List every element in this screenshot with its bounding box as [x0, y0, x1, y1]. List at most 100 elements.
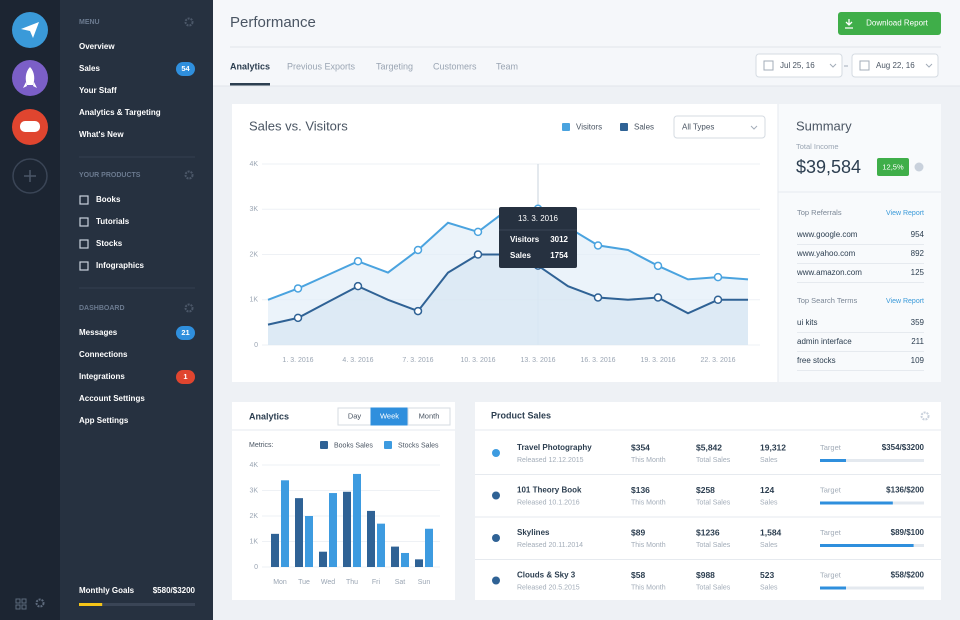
nav-item[interactable]: Tutorials [96, 217, 130, 226]
list-value: 892 [911, 249, 925, 258]
view-report-link[interactable]: View Report [886, 210, 924, 217]
x-tick-label: 19. 3. 2016 [640, 357, 675, 364]
tab[interactable]: Team [496, 61, 518, 71]
y-tick-label: 2K [249, 251, 258, 258]
nav-item[interactable]: Connections [79, 350, 128, 359]
product-price-label: This Month [631, 542, 666, 549]
nav-item[interactable]: What's New [79, 130, 124, 139]
product-sales-panel [475, 402, 941, 600]
nav-item[interactable]: Sales [79, 64, 100, 73]
grid-icon [21, 604, 27, 610]
app-icon-add[interactable] [12, 158, 48, 194]
point-marker [353, 257, 363, 266]
tab[interactable]: Customers [433, 61, 477, 71]
gear-icon[interactable] [184, 17, 194, 27]
product-price-label: This Month [631, 584, 666, 591]
product-name[interactable]: Clouds & Sky 3 [517, 571, 576, 580]
product-sales-label: Sales [760, 584, 778, 591]
period-toggle[interactable] [407, 407, 451, 426]
date-picker[interactable] [851, 53, 939, 78]
bar [377, 523, 385, 567]
target-label: Target [820, 570, 842, 579]
period-toggle-text: Day [348, 411, 362, 420]
list-name: ui kits [797, 318, 817, 327]
list-name: www.amazon.com [796, 268, 862, 277]
nav-item[interactable]: Stocks [96, 239, 123, 248]
product-released: Released 20.11.2014 [517, 542, 583, 549]
list-value: 211 [911, 337, 924, 346]
product-released: Released 20.5.2015 [517, 584, 580, 591]
nav-item[interactable]: Integrations [79, 372, 125, 381]
x-tick-label: 4. 3. 2016 [342, 357, 373, 364]
point-marker [293, 313, 303, 323]
product-price: $58 [631, 570, 645, 580]
x-tick-label: Thu [346, 579, 358, 586]
download-button[interactable] [838, 12, 941, 35]
section-title: YOUR PRODUCTS [79, 172, 141, 179]
tab[interactable]: Analytics [230, 61, 270, 71]
point-marker [653, 293, 663, 302]
product-price: $89 [631, 527, 645, 537]
tab[interactable]: Previous Exports [287, 61, 356, 71]
nav-item[interactable]: Your Staff [79, 86, 117, 95]
section-title: DASHBOARD [79, 305, 125, 312]
calendar-icon [859, 60, 870, 71]
product-name[interactable]: 101 Theory Book [517, 486, 582, 495]
y-tick-label: 3K [249, 206, 258, 213]
view-report-link[interactable]: View Report [886, 298, 924, 305]
point-marker [473, 227, 483, 237]
sidebar [60, 0, 213, 620]
row-bullet [492, 449, 500, 457]
nav-badge [176, 62, 195, 76]
target-value: $58/$200 [891, 571, 925, 580]
nav-item[interactable]: Messages [79, 328, 118, 337]
nav-badge-text: 21 [181, 328, 189, 337]
gear-icon[interactable] [35, 598, 45, 608]
bar [401, 552, 409, 567]
progress-bar [820, 459, 846, 462]
game-glyph [20, 121, 40, 132]
row-bullet [492, 491, 500, 500]
legend-label: Books Sales [334, 442, 373, 449]
product-name[interactable]: Travel Photography [517, 443, 592, 452]
y-tick-label: 0 [254, 564, 258, 571]
product-sales: 19,312 [760, 442, 786, 452]
product-price-label: This Month [631, 499, 666, 506]
icon-rail [0, 0, 60, 620]
target-value: $354/$3200 [882, 443, 925, 452]
progress-track [820, 459, 924, 462]
product-name[interactable]: Skylines [517, 528, 550, 537]
bar [391, 546, 399, 567]
gear-icon[interactable] [184, 303, 194, 313]
chevron [829, 63, 837, 68]
nav-item[interactable]: Account Settings [79, 394, 145, 403]
target-label: Target [820, 485, 842, 494]
x-tick-label: Sat [395, 579, 406, 586]
list-name: www.google.com [796, 230, 858, 239]
nav-item[interactable]: App Settings [79, 416, 129, 425]
active-tab-underline [230, 83, 270, 86]
grid-icon [15, 604, 21, 610]
product-sales: 523 [760, 570, 774, 580]
product-price: $136 [631, 485, 650, 495]
nav-item[interactable]: Books [96, 195, 121, 204]
income-label: Total Income [796, 142, 839, 151]
tooltip-date: 13. 3. 2016 [518, 214, 559, 223]
point-marker [473, 250, 483, 259]
nav-item[interactable]: Analytics & Targeting [79, 108, 161, 117]
nav-item[interactable]: Infographics [96, 261, 145, 270]
list-value: 109 [911, 356, 925, 365]
gear-icon[interactable] [184, 170, 194, 180]
nav-badge [176, 326, 195, 340]
goals-value: $580/$3200 [153, 586, 196, 595]
nav-item[interactable]: Overview [79, 42, 115, 51]
point-marker [713, 272, 723, 282]
tab[interactable]: Targeting [376, 61, 413, 71]
date-picker[interactable] [755, 53, 843, 78]
list-value: 125 [911, 268, 925, 277]
bar [329, 493, 337, 567]
gear-icon[interactable] [920, 411, 930, 421]
nav-badge-text: 1 [183, 372, 187, 381]
type-dropdown[interactable] [673, 115, 766, 139]
